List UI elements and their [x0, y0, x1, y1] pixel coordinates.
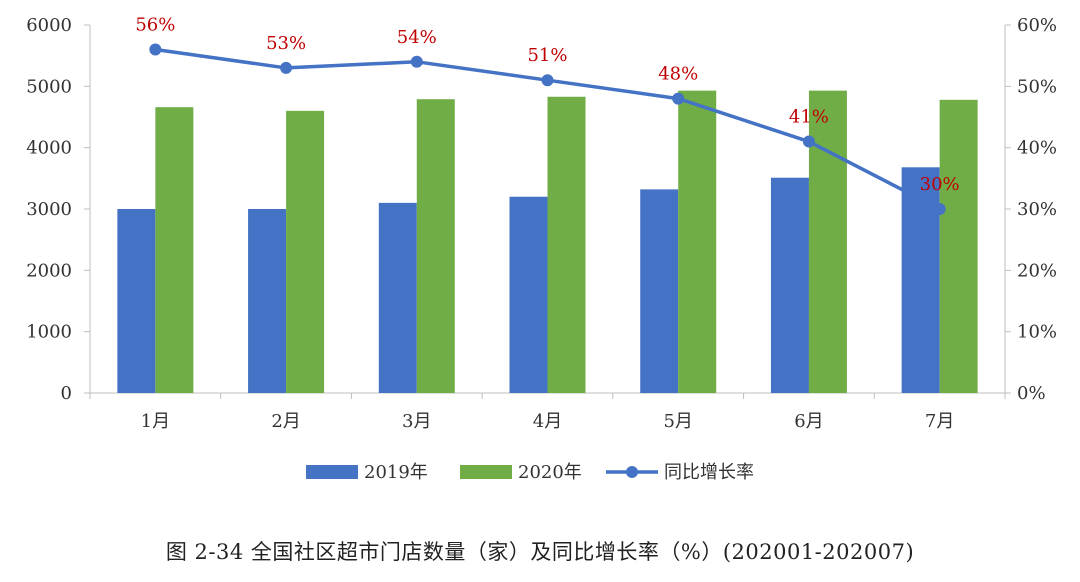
growth-rate-data-label: 54% [397, 27, 437, 48]
right-y-tick-label: 30% [1017, 199, 1057, 220]
bar-2019年-4月 [509, 196, 548, 393]
growth-rate-data-label: 53% [266, 33, 306, 54]
legend-label-2020年: 2020年 [518, 462, 582, 483]
left-y-tick-label: 0 [61, 383, 72, 404]
right-y-tick-label: 60% [1017, 15, 1057, 36]
x-category-label: 7月 [925, 411, 954, 432]
right-y-tick-label: 10% [1017, 322, 1057, 343]
legend-swatch-2019年 [306, 465, 358, 479]
right-y-tick-label: 0% [1017, 383, 1046, 404]
x-category-label: 5月 [663, 411, 692, 432]
bar-2019年-2月 [248, 209, 287, 393]
growth-rate-point [672, 92, 685, 105]
legend-marker-swatch [626, 466, 638, 478]
bar-2020年-7月 [939, 99, 978, 394]
right-y-tick-label: 20% [1017, 260, 1057, 281]
bar-2020年-1月 [155, 107, 194, 393]
legend-label-同比增长率: 同比增长率 [664, 462, 754, 483]
x-category-label: 1月 [141, 411, 170, 432]
x-category-label: 4月 [533, 411, 562, 432]
bar-2019年-3月 [378, 202, 417, 393]
bar-2019年-6月 [770, 177, 809, 393]
right-y-tick-label: 40% [1017, 138, 1057, 159]
left-y-tick-label: 6000 [26, 15, 72, 36]
growth-rate-data-label: 56% [135, 15, 175, 36]
growth-rate-point [541, 74, 554, 87]
x-category-label: 3月 [402, 411, 431, 432]
bar-2020年-2月 [286, 110, 325, 393]
left-y-tick-label: 2000 [26, 260, 72, 281]
left-y-tick-label: 1000 [26, 322, 72, 343]
growth-rate-point [410, 55, 423, 68]
bar-2020年-3月 [416, 99, 455, 394]
chart-caption: 图 2-34 全国社区超市门店数量（家）及同比增长率（%）(202001-202… [165, 540, 915, 564]
growth-rate-data-label: 48% [658, 64, 698, 85]
bar-2019年-1月 [117, 209, 156, 393]
legend-swatch-2020年 [460, 465, 512, 479]
x-category-label: 2月 [271, 411, 300, 432]
left-y-tick-label: 3000 [26, 199, 72, 220]
growth-rate-data-label: 51% [527, 45, 567, 66]
growth-rate-point [933, 203, 946, 215]
chart-area: 0 1000 2000 3000 4000 5000 6000 0% 10% 20% 30% 40% 5… [26, 15, 1057, 483]
bar-2020年-5月 [678, 90, 717, 394]
growth-rate-point [149, 43, 162, 56]
growth-rate-data-label: 41% [789, 107, 829, 128]
growth-rate-point [802, 135, 815, 148]
bar-2020年-6月 [808, 90, 847, 394]
left-y-tick-label: 4000 [26, 138, 72, 159]
bar-2019年-5月 [640, 189, 679, 393]
growth-rate-data-label: 30% [920, 174, 960, 195]
left-y-tick-label: 5000 [26, 76, 72, 97]
growth-rate-point [280, 61, 293, 74]
legend-label-2019年: 2019年 [364, 462, 428, 483]
combo-chart: 0 1000 2000 3000 4000 5000 6000 0% 10% 20% 30% 40% 5… [26, 15, 1057, 483]
x-category-label: 6月 [794, 411, 823, 432]
right-y-tick-label: 50% [1017, 76, 1057, 97]
bar-2020年-4月 [547, 96, 586, 393]
